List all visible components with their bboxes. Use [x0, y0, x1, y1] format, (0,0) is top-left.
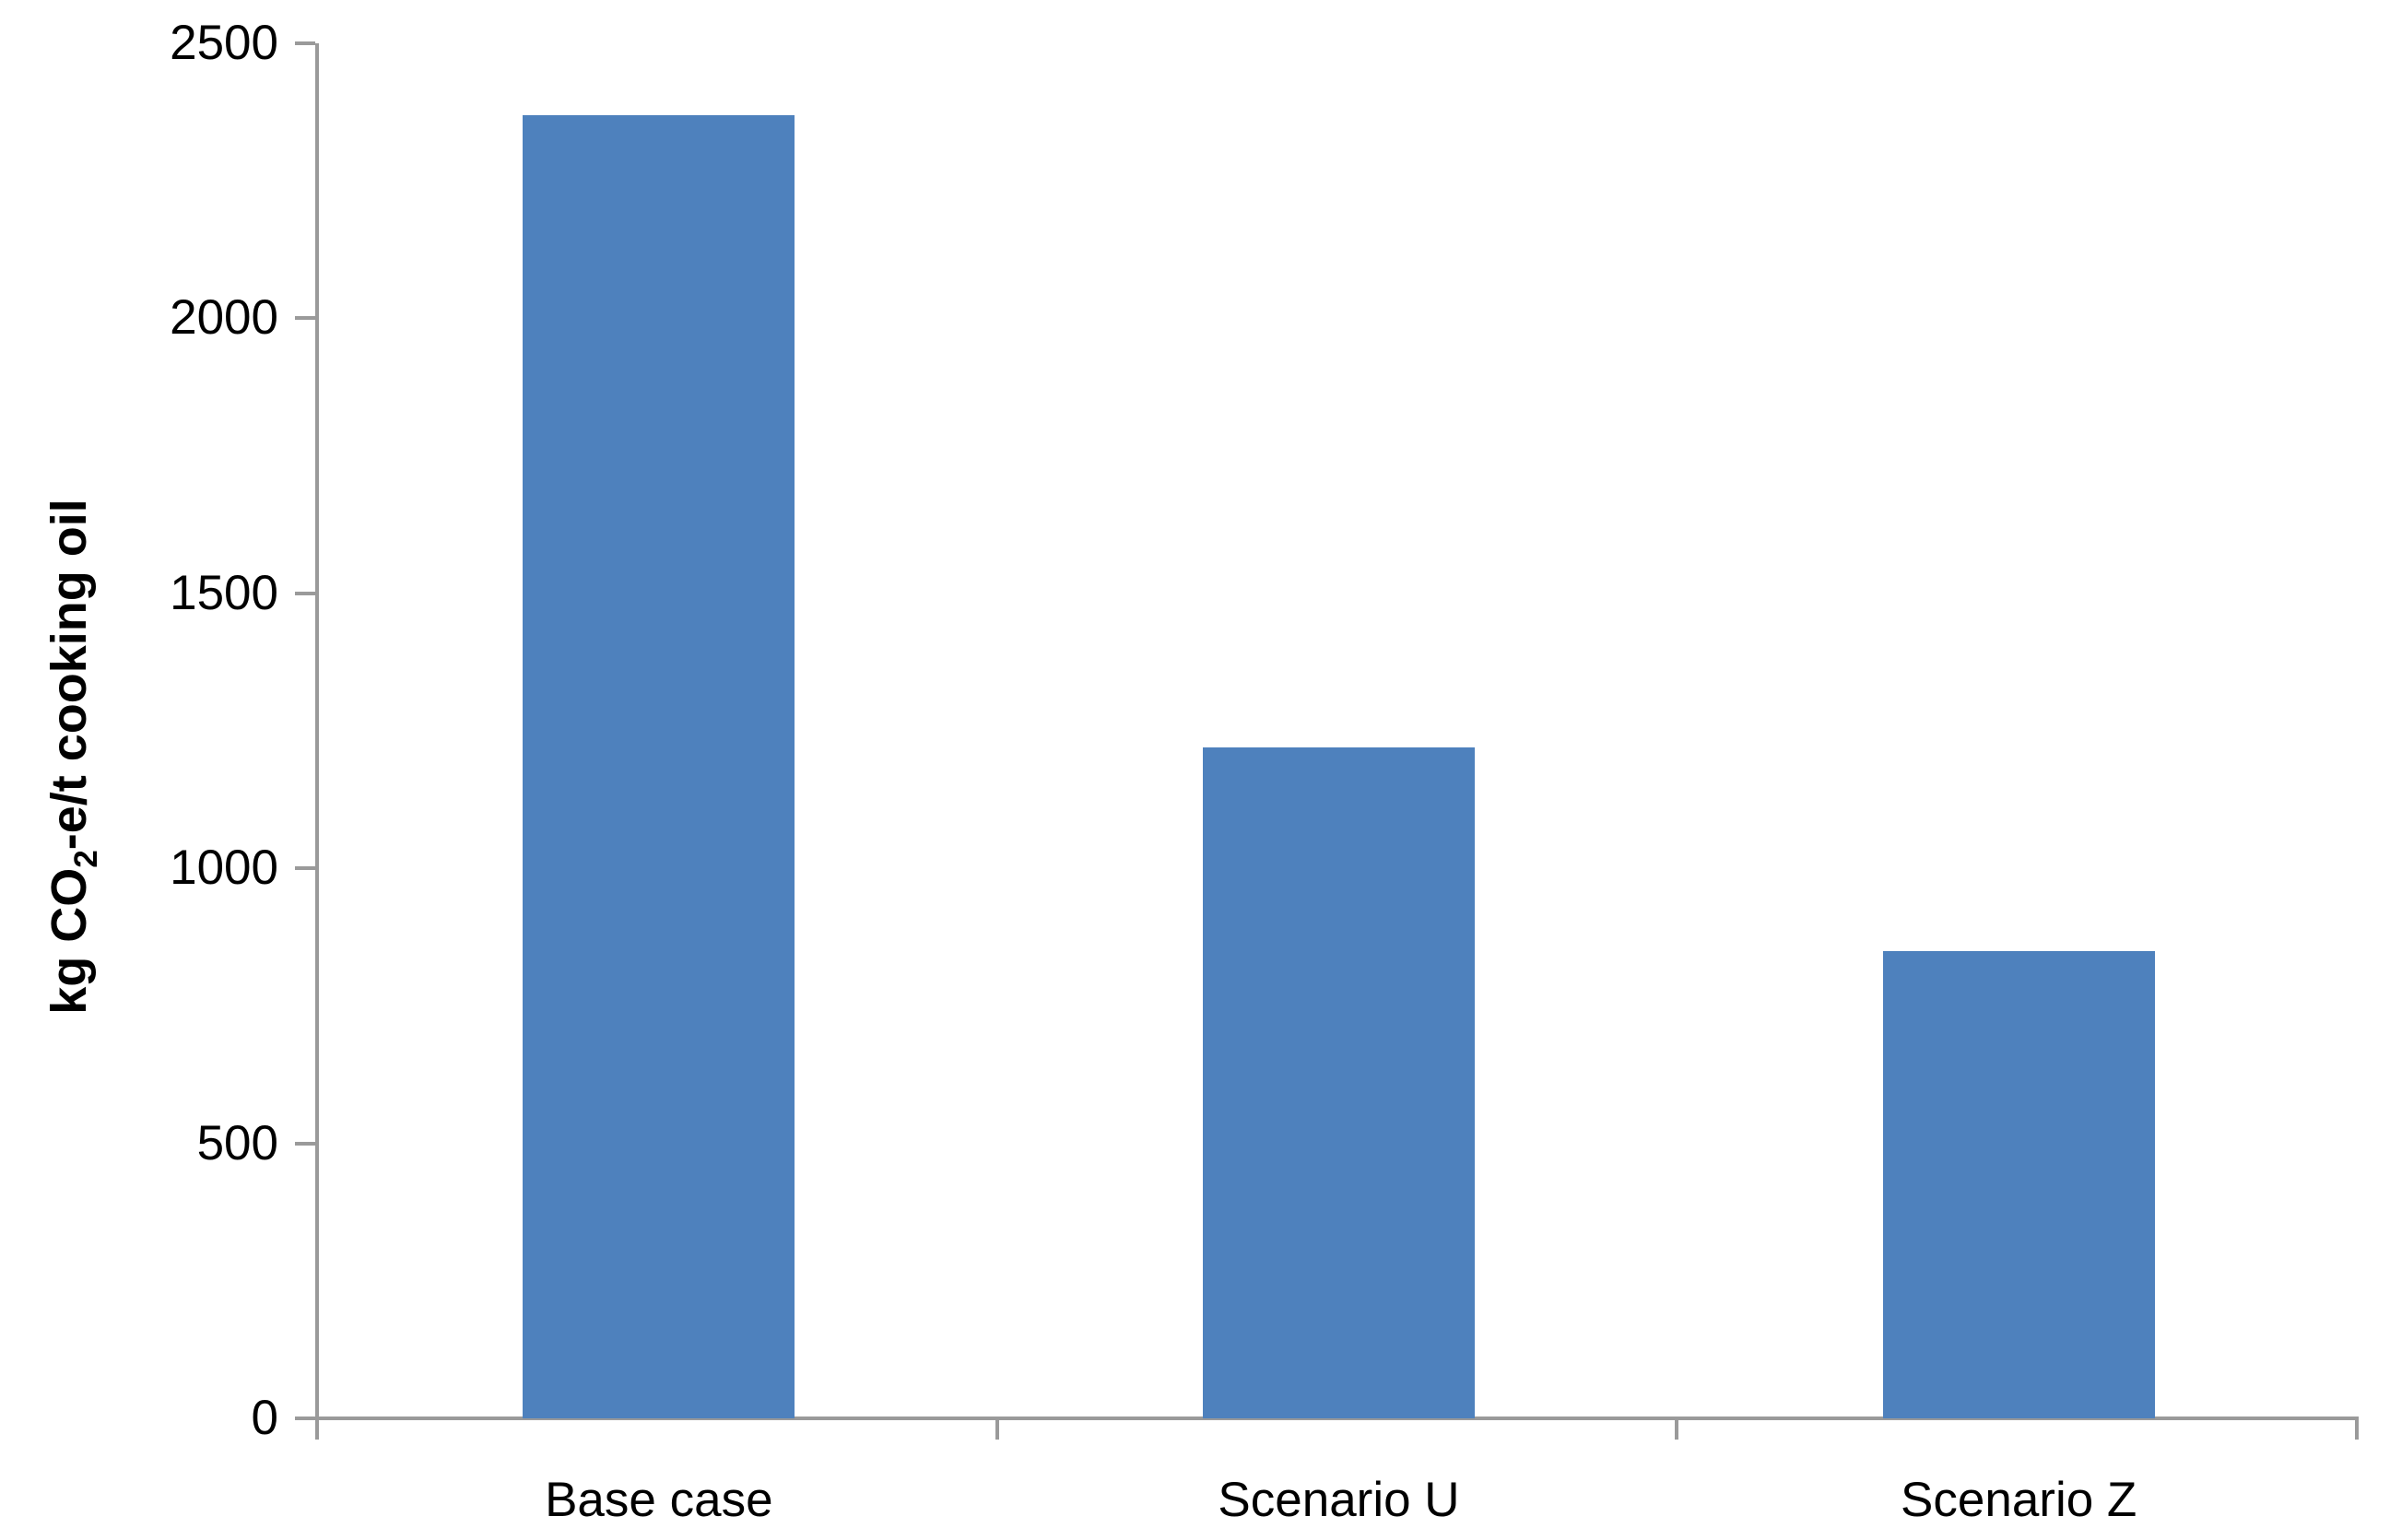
y-tick-label: 1500: [170, 565, 278, 620]
bar-scenario-z: [1882, 950, 2155, 1418]
y-tick-mark: [295, 1417, 315, 1420]
y-tick-mark: [295, 591, 315, 595]
y-tick-label: 1000: [170, 841, 278, 896]
y-axis-line: [315, 43, 319, 1418]
x-axis-label-scenario-z: Scenario Z: [1901, 1473, 2137, 1527]
y-tick-label: 2000: [170, 290, 278, 346]
x-axis-label-base-case: Base case: [545, 1473, 773, 1527]
bar-scenario-u: [1203, 746, 1475, 1418]
y-tick-label: 0: [251, 1391, 278, 1445]
x-axis-label-scenario-u: Scenario U: [1218, 1473, 1460, 1527]
y-tick-label: 500: [196, 1115, 278, 1170]
x-tick-mark: [315, 1418, 319, 1440]
y-axis-title-suffix: -e/t cooking oil: [41, 499, 97, 851]
y-tick-mark: [295, 316, 315, 321]
x-tick-mark: [995, 1418, 999, 1440]
x-tick-mark: [1675, 1418, 1679, 1440]
x-tick-mark: [2355, 1418, 2359, 1440]
y-tick-mark: [295, 41, 315, 45]
y-tick-label: 2500: [170, 16, 278, 70]
bar-base-case: [523, 114, 795, 1418]
y-tick-mark: [295, 1141, 315, 1146]
x-axis-line: [315, 1417, 2359, 1420]
y-tick-mark: [295, 866, 315, 871]
